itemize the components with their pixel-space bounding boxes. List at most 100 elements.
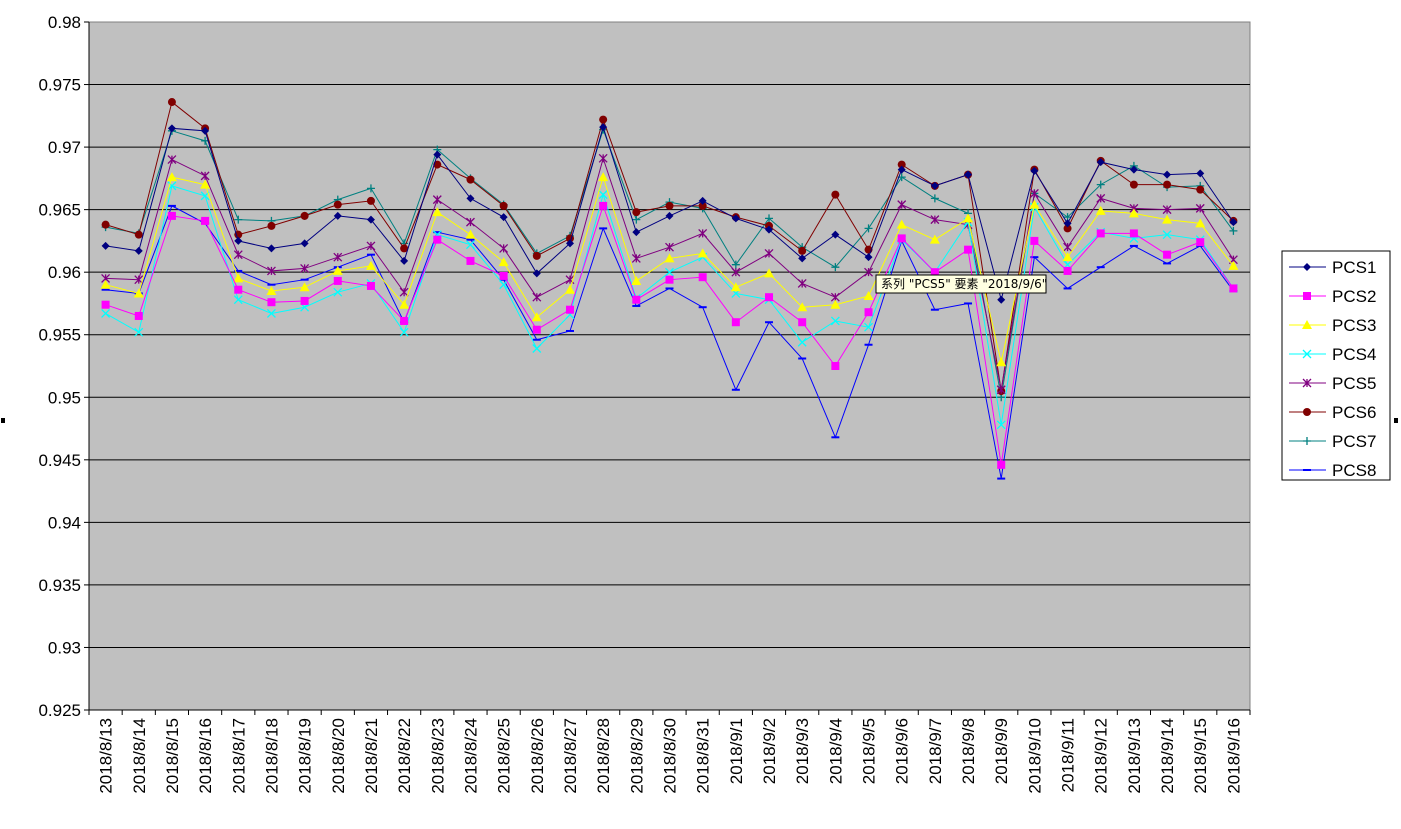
legend-marker	[1303, 408, 1311, 416]
data-point	[997, 460, 1006, 469]
data-point	[1196, 185, 1205, 194]
x-tick-label: 2018/9/5	[860, 718, 879, 784]
data-point	[1228, 260, 1239, 270]
data-point	[665, 211, 674, 220]
series-pcs3[interactable]	[100, 172, 1239, 367]
data-point	[200, 179, 211, 189]
y-tick-label: 0.955	[38, 326, 81, 345]
data-point	[399, 287, 409, 297]
selection-handle-right[interactable]	[1394, 418, 1398, 423]
data-point	[1162, 214, 1173, 224]
y-tick-label: 0.93	[48, 638, 81, 657]
data-point	[830, 316, 840, 326]
legend-item-pcs2[interactable]: PCS2	[1289, 287, 1376, 306]
data-point	[166, 172, 177, 182]
legend-item-pcs1[interactable]: PCS1	[1289, 258, 1376, 277]
x-tick-label: 2018/8/18	[262, 718, 281, 794]
data-point	[996, 385, 1006, 395]
y-axis: 0.925 0.93 0.935 0.94 0.945 0.95 0.955 0.96 0.96…	[38, 13, 90, 720]
data-point	[499, 201, 508, 210]
data-point	[897, 160, 906, 169]
data-point	[532, 344, 542, 353]
data-point	[964, 170, 973, 179]
legend-item-pcs6[interactable]: PCS6	[1289, 403, 1376, 422]
data-point	[400, 316, 409, 325]
data-point	[433, 235, 442, 244]
data-point	[831, 362, 840, 370]
data-point	[1096, 180, 1105, 189]
x-tick-label: 2018/8/20	[329, 718, 348, 794]
data-point	[1195, 218, 1206, 228]
data-point	[234, 215, 243, 224]
x-tick-label: 2018/8/26	[528, 718, 547, 794]
data-point	[366, 281, 375, 290]
data-point	[765, 225, 774, 234]
data-point	[333, 200, 342, 209]
data-point	[964, 245, 973, 254]
data-point	[1129, 180, 1138, 189]
legend-item-pcs3[interactable]: PCS3	[1289, 316, 1376, 335]
data-point	[167, 124, 176, 133]
plot-area	[88, 21, 1251, 711]
x-tick-label: 2018/9/15	[1191, 718, 1210, 794]
x-tick-label: 2018/8/17	[229, 718, 248, 794]
x-tick-label: 2018/8/13	[97, 718, 116, 794]
data-point	[234, 285, 243, 294]
legend-label: PCS8	[1332, 461, 1376, 480]
legend[interactable]: PCS1 PCS2 PCS3 PCS4 PCS5 PCS6 PCS7 PCS8	[1281, 250, 1391, 481]
data-point	[1229, 226, 1238, 235]
data-point	[233, 295, 243, 305]
data-point	[499, 280, 509, 290]
data-point	[963, 213, 974, 223]
data-point	[1163, 250, 1172, 259]
data-point	[267, 298, 276, 307]
data-point	[432, 195, 442, 205]
data-point	[1063, 224, 1072, 233]
x-tick-label: 2018/8/23	[428, 718, 447, 794]
x-tick-label: 2018/9/10	[1025, 718, 1044, 794]
legend-marker	[1303, 437, 1311, 445]
data-point	[1029, 188, 1039, 198]
data-point	[134, 230, 143, 239]
data-point	[399, 299, 410, 309]
data-point	[930, 181, 939, 190]
x-tick-label: 2018/8/24	[461, 718, 480, 794]
legend-item-pcs7[interactable]: PCS7	[1289, 432, 1376, 451]
y-tick-label: 0.935	[38, 576, 81, 595]
data-point	[333, 211, 342, 220]
data-point	[1196, 169, 1205, 178]
data-point	[366, 184, 375, 193]
data-point	[267, 221, 276, 230]
series-pcs1[interactable]	[101, 123, 1238, 304]
y-tick-label: 0.96	[48, 263, 81, 282]
series-pcs2[interactable]	[101, 201, 1238, 469]
data-point	[599, 201, 608, 210]
data-point	[466, 194, 475, 203]
data-point	[267, 244, 276, 253]
data-point	[134, 327, 144, 337]
data-point	[1195, 203, 1205, 213]
data-point	[332, 265, 343, 275]
legend-item-pcs5[interactable]: PCS5	[1289, 374, 1376, 393]
data-point	[100, 279, 111, 289]
gridlines	[89, 84, 1250, 648]
series-pcs5[interactable]	[101, 153, 1238, 395]
data-point	[798, 246, 807, 255]
data-point	[764, 268, 775, 278]
data-point	[400, 256, 409, 265]
data-point	[731, 260, 740, 269]
data-point	[631, 253, 641, 263]
data-point	[333, 276, 342, 285]
data-point	[299, 282, 310, 292]
selection-handle-left[interactable]	[1, 418, 5, 423]
data-point	[598, 153, 608, 163]
data-point	[167, 181, 177, 191]
legend-item-pcs4[interactable]: PCS4	[1289, 345, 1376, 364]
legend-label: PCS2	[1332, 287, 1376, 306]
data-point	[498, 257, 509, 267]
legend-item-pcs8[interactable]: PCS8	[1289, 461, 1376, 480]
data-point	[432, 207, 443, 217]
data-point	[632, 208, 641, 217]
data-point	[433, 150, 442, 159]
